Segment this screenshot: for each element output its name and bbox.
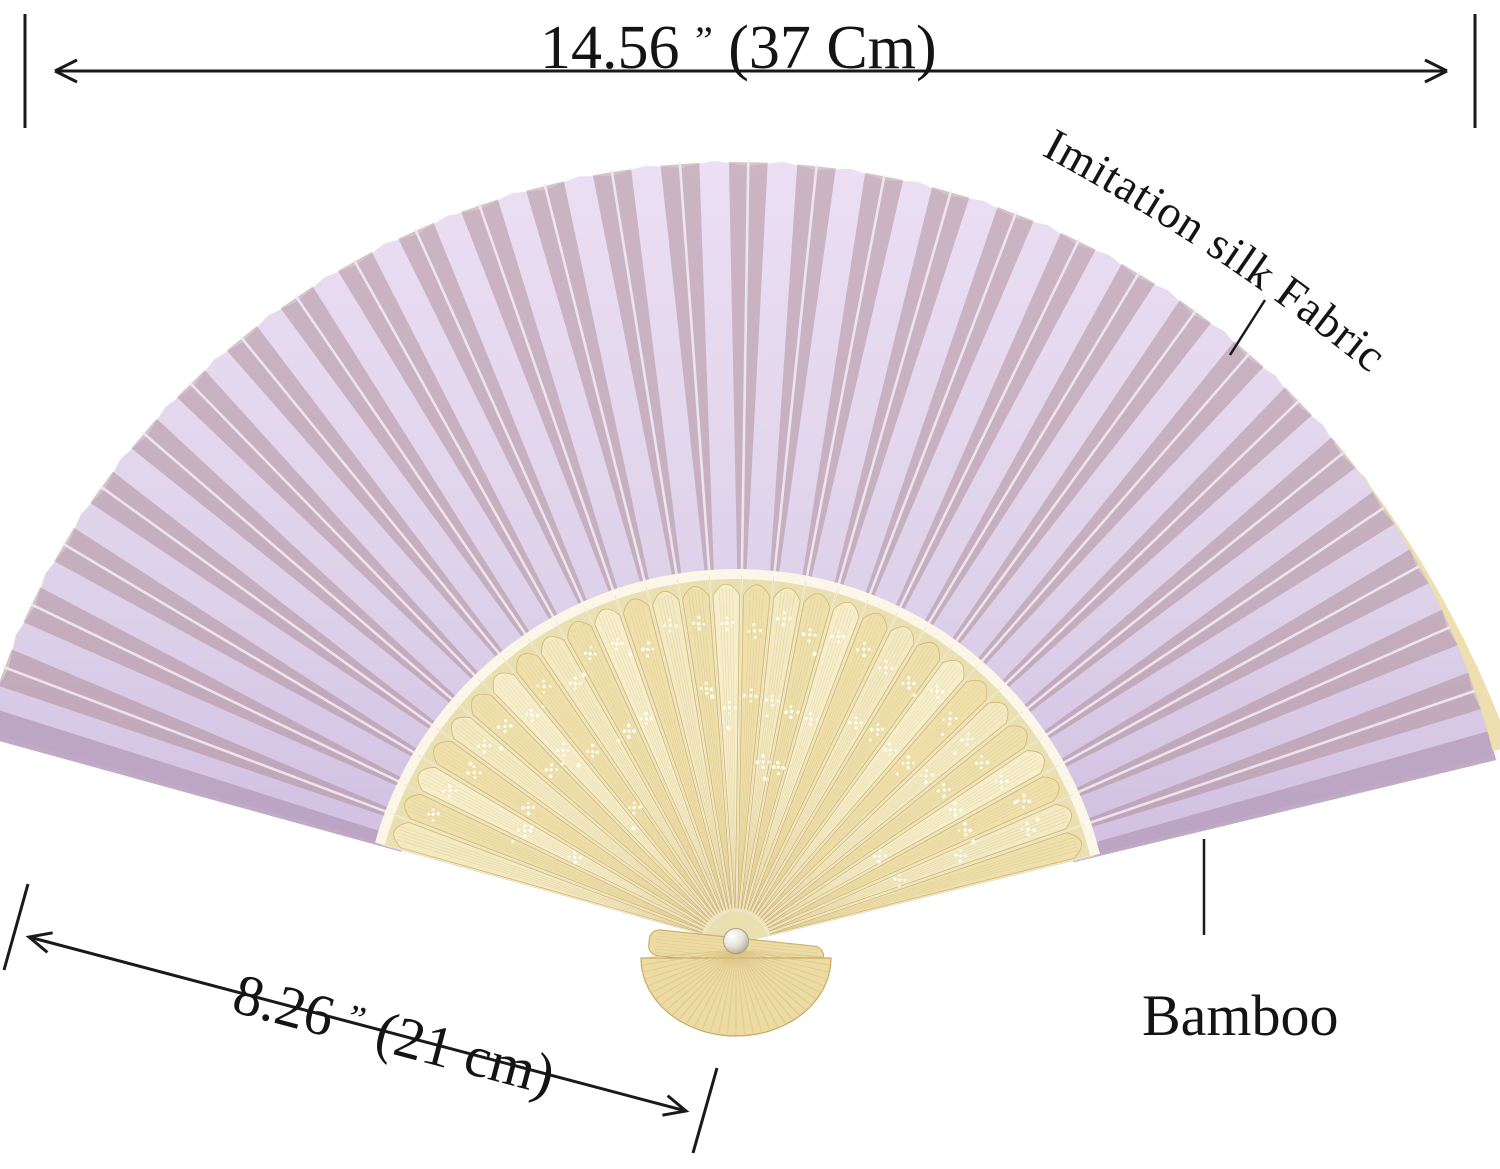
svg-text:8.26 ” (21 cm): 8.26 ” (21 cm) <box>227 961 562 1108</box>
svg-text:14.56 ” (37 Cm): 14.56 ” (37 Cm) <box>540 14 937 82</box>
svg-text:Bamboo: Bamboo <box>1142 983 1339 1048</box>
